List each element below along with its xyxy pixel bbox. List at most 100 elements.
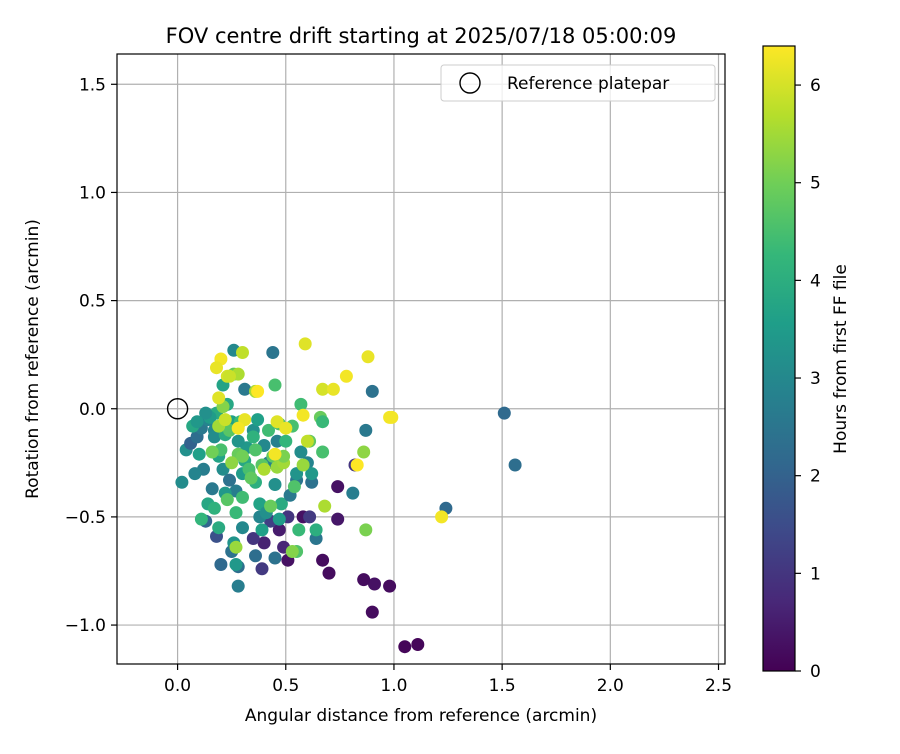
data-point [257, 462, 271, 476]
x-axis-label: Angular distance from reference (arcmin) [245, 706, 597, 726]
colorbar-tick-label: 2 [810, 467, 821, 487]
legend-label: Reference platepar [507, 74, 669, 94]
data-point [236, 521, 249, 535]
data-point [199, 406, 213, 420]
colorbar-tick-label: 1 [810, 564, 821, 584]
data-point [385, 410, 399, 424]
y-axis-label: Rotation from reference (arcmin) [23, 219, 43, 499]
data-point [279, 421, 293, 435]
data-point [210, 361, 223, 375]
data-point [285, 545, 299, 558]
data-point [272, 512, 286, 526]
data-point [212, 391, 226, 405]
data-point [309, 523, 323, 537]
y-tick-label: −0.5 [65, 508, 106, 528]
data-point [305, 467, 319, 481]
data-point [287, 480, 301, 494]
data-point [249, 443, 262, 457]
y-tick-label: 0.5 [79, 292, 106, 312]
data-point [262, 423, 275, 437]
data-point [246, 532, 260, 545]
data-point [223, 369, 236, 383]
data-point [231, 434, 245, 448]
data-point [357, 573, 371, 587]
data-point [231, 579, 245, 593]
data-point [212, 521, 226, 535]
data-point [303, 510, 317, 524]
colorbar-label: Hours from first FF file [831, 264, 851, 454]
data-point [225, 456, 239, 470]
legend-reference-marker [459, 72, 481, 94]
data-point [244, 471, 258, 485]
data-point [435, 510, 449, 524]
data-point [229, 506, 243, 520]
data-point [214, 558, 228, 571]
data-point [255, 562, 269, 576]
data-point [205, 445, 219, 459]
data-point [274, 497, 288, 511]
data-point [361, 350, 375, 364]
data-point [346, 486, 360, 500]
data-point [255, 523, 269, 537]
data-point [268, 478, 282, 491]
data-point [229, 558, 243, 571]
data-point [365, 605, 379, 619]
data-point [190, 415, 204, 429]
colorbar-tick-label: 3 [810, 369, 821, 389]
data-point [398, 640, 412, 654]
data-point [279, 434, 293, 448]
colorbar-tick-label: 0 [810, 662, 821, 682]
data-point [294, 397, 308, 411]
data-point [272, 523, 286, 537]
data-point [300, 434, 314, 448]
grid-lines [117, 54, 725, 664]
x-tick-label: 1.5 [489, 676, 516, 696]
reference-point [166, 398, 189, 420]
data-point [298, 337, 312, 351]
data-point [194, 512, 208, 526]
data-point [175, 475, 189, 489]
data-point [316, 553, 330, 567]
data-point [268, 378, 282, 392]
data-point [316, 415, 330, 429]
data-point [251, 384, 265, 398]
data-point [318, 499, 332, 513]
data-point [326, 382, 340, 396]
x-tick-label: 2.5 [705, 676, 732, 696]
legend: Reference platepar [440, 64, 716, 102]
data-point [365, 384, 379, 398]
data-point [229, 540, 243, 554]
data-point [296, 458, 310, 472]
colorbar-ticks: 0 1 2 3 4 5 6 [795, 76, 821, 682]
data-point [357, 445, 371, 459]
data-point [368, 577, 381, 591]
data-point [231, 421, 245, 435]
colorbar-tick-label: 6 [810, 76, 821, 96]
data-point [257, 536, 271, 550]
y-tick-label: 0.0 [79, 400, 106, 420]
data-point [249, 549, 262, 563]
data-point [316, 382, 330, 396]
data-point [268, 447, 282, 461]
data-point [331, 512, 345, 526]
x-tick-label: 2.0 [597, 676, 624, 696]
plot-frame [116, 53, 726, 665]
data-point [236, 490, 249, 504]
colorbar-tick-label: 5 [810, 174, 821, 194]
x-tick-label: 1.0 [380, 676, 407, 696]
x-tick-label: 0.0 [164, 676, 191, 696]
x-tick-label: 0.5 [272, 676, 299, 696]
data-point [508, 458, 522, 472]
reference-marker [166, 398, 189, 420]
data-point [251, 413, 265, 427]
y-tick-label: 1.5 [79, 75, 106, 95]
data-point [266, 346, 280, 359]
y-tick-label: −1.0 [65, 616, 106, 636]
data-point [264, 499, 278, 513]
data-points [175, 337, 522, 654]
data-point [205, 482, 219, 496]
data-point [411, 638, 425, 651]
data-point [331, 480, 345, 494]
legend-box [440, 64, 716, 102]
